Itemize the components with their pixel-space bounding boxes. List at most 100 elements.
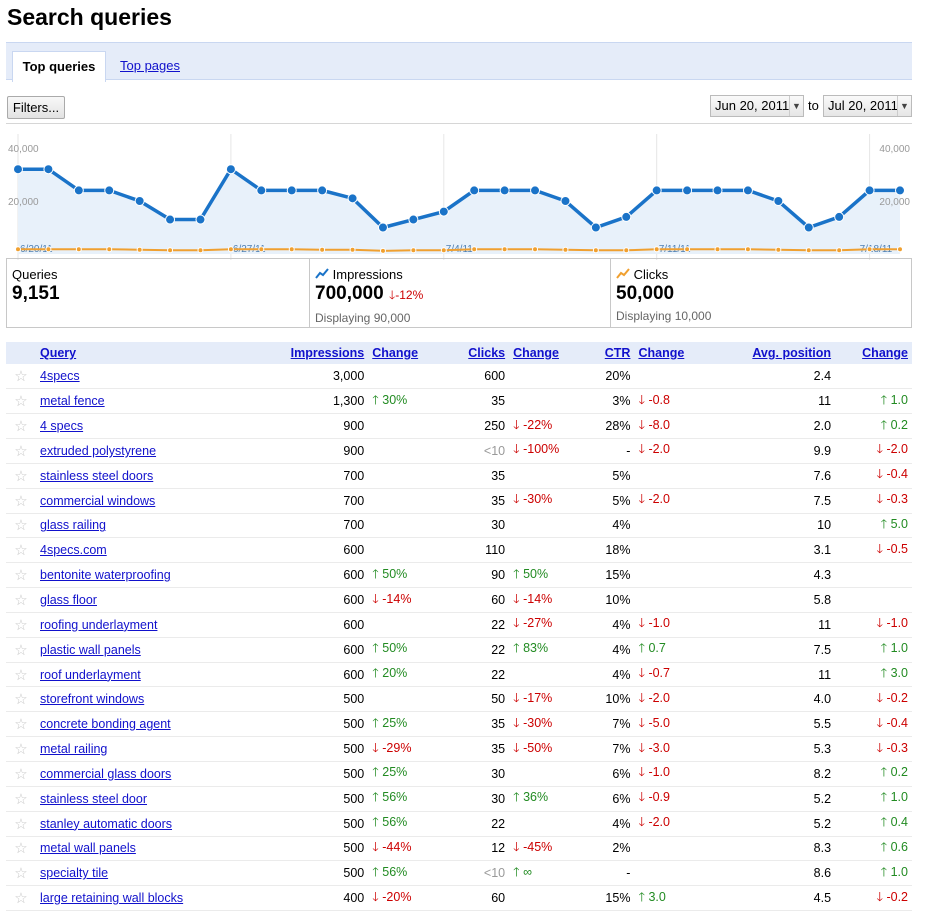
star-icon[interactable]: ☆ — [6, 438, 36, 464]
star-icon[interactable]: ☆ — [6, 488, 36, 514]
impressions-cell: 600 — [251, 562, 369, 589]
query-link[interactable]: stanley automatic doors — [40, 816, 173, 831]
impressions-change-cell-value: 56% — [382, 815, 408, 830]
star-icon[interactable]: ☆ — [6, 413, 36, 440]
arrow-up-icon: 🡑 — [372, 864, 383, 879]
clicks-point — [319, 246, 326, 253]
filters-button[interactable]: Filters... — [7, 96, 65, 119]
impressions-change-cell-value: 50% — [382, 566, 408, 581]
summary-impressions[interactable]: Impressions 700,000 🡓-12% Displaying 90,… — [309, 259, 610, 327]
impressions-column-header[interactable]: Impressions — [251, 342, 369, 364]
query-link[interactable]: stainless steel door — [40, 791, 148, 806]
query-link[interactable]: large retaining wall blocks — [40, 891, 184, 906]
table-row: ☆ metal wall panels 500 🡓 -44% 12 🡓 -45% 2% 8.3… — [6, 836, 912, 862]
star-icon[interactable]: ☆ — [6, 662, 36, 688]
clicks-label: Clicks — [633, 267, 669, 282]
query-link[interactable]: extruded polystyrene — [40, 443, 157, 458]
star-icon[interactable]: ☆ — [6, 786, 36, 812]
query-link[interactable]: metal railing — [40, 742, 108, 757]
star-icon[interactable]: ☆ — [6, 860, 36, 887]
query-link[interactable]: glass floor — [40, 593, 97, 608]
arrow-down-icon: 🡓 — [638, 442, 649, 457]
clicks-column-header[interactable]: Clicks — [445, 342, 510, 364]
query-link[interactable]: stainless steel doors — [40, 468, 154, 483]
query-link[interactable]: metal fence — [40, 394, 105, 409]
star-icon[interactable]: ☆ — [6, 364, 36, 390]
query-link[interactable]: 4specs.com — [40, 543, 107, 558]
star-icon[interactable]: ☆ — [6, 463, 36, 489]
clicks-cell: 35 — [445, 463, 510, 489]
arrow-up-icon: 🡑 — [513, 790, 524, 805]
star-icon[interactable]: ☆ — [6, 537, 36, 564]
query-link[interactable]: plastic wall panels — [40, 642, 141, 657]
position-change-column-header[interactable]: Change — [835, 342, 912, 364]
query-link[interactable]: 4specs — [40, 369, 80, 384]
star-icon[interactable]: ☆ — [6, 388, 36, 415]
impressions-point — [286, 185, 297, 196]
query-link[interactable]: commercial glass doors — [40, 766, 172, 781]
arrow-down-icon: 🡓 — [876, 541, 887, 556]
impressions-cell: 1,300 — [251, 388, 369, 415]
ctr-change-column-header[interactable]: Change — [634, 342, 712, 364]
query-link[interactable]: roof underlayment — [40, 667, 141, 682]
impressions-cell: 500 — [251, 836, 369, 862]
query-link[interactable]: metal wall panels — [40, 841, 136, 856]
clicks-cell: 90 — [445, 562, 510, 589]
query-link[interactable]: 4 specs — [40, 419, 84, 434]
table-row: ☆ storefront windows 500 50 🡓 -17% 10% 🡓 -2.0 4… — [6, 686, 912, 713]
star-icon[interactable]: ☆ — [6, 587, 36, 613]
arrow-down-icon: 🡓 — [876, 740, 887, 755]
star-icon[interactable]: ☆ — [6, 836, 36, 862]
query-column-header[interactable]: Query — [36, 342, 252, 364]
star-icon[interactable]: ☆ — [6, 711, 36, 738]
star-icon[interactable]: ☆ — [6, 562, 36, 589]
summary-clicks[interactable]: Clicks 50,000 Displaying 10,000 — [610, 259, 911, 327]
table-row: ☆ extruded polystyrene 900 <10 🡓 -100% - 🡓 -2.… — [6, 438, 912, 464]
query-link[interactable]: specialty tile — [40, 866, 109, 881]
star-icon[interactable]: ☆ — [6, 686, 36, 713]
star-icon[interactable]: ☆ — [6, 513, 36, 539]
star-icon[interactable]: ☆ — [6, 811, 36, 837]
clicks-point — [592, 247, 599, 254]
query-link[interactable]: glass railing — [40, 518, 107, 533]
arrow-up-icon: 🡑 — [638, 889, 649, 904]
impressions-change-cell-value: 56% — [382, 864, 408, 879]
clicks-change-column-header[interactable]: Change — [509, 342, 587, 364]
avg-position-cell: 7.5 — [711, 488, 836, 514]
ctr-change-cell: 🡓 -2.0 — [634, 488, 712, 514]
query-cell: glass railing — [36, 513, 252, 539]
date-from-select[interactable]: Jun 20, 2011 ▼ — [710, 95, 804, 117]
tab-top-queries[interactable]: Top queries — [12, 51, 106, 82]
position-change-cell: 🡓 -0.4 — [835, 463, 912, 489]
impressions-cell: 700 — [251, 488, 369, 514]
ctr-change-cell: 🡓 -2.0 — [634, 686, 712, 713]
query-link[interactable]: storefront windows — [40, 692, 145, 707]
query-link[interactable]: bentonite waterproofing — [40, 568, 171, 583]
query-link[interactable]: commercial windows — [40, 493, 156, 508]
table-row: ☆ metal fence 1,300 🡑 30% 35 3% 🡓 -0.8 11 🡑 1.0 — [6, 388, 912, 415]
star-icon[interactable]: ☆ — [6, 736, 36, 762]
tab-top-pages[interactable]: Top pages — [120, 58, 180, 73]
date-to-select[interactable]: Jul 20, 2011 ▼ — [823, 95, 912, 117]
ctr-cell: 10% — [586, 587, 635, 613]
ctr-change-cell-value: -8.0 — [648, 417, 670, 432]
ctr-cell: 2% — [586, 836, 635, 862]
impressions-change-column-header[interactable]: Change — [368, 342, 446, 364]
query-link[interactable]: concrete bonding agent — [40, 717, 171, 732]
impressions-point — [895, 185, 905, 196]
star-icon[interactable]: ☆ — [6, 612, 36, 638]
ctr-cell: - — [586, 438, 635, 464]
avg-position-cell: 4.3 — [711, 562, 836, 589]
query-link[interactable]: roofing underlayment — [40, 617, 158, 632]
clicks-change-cell: 🡑 50% — [509, 562, 587, 589]
impressions-change-cell: 🡑 25% — [368, 711, 446, 738]
ctr-column-header[interactable]: CTR — [586, 342, 635, 364]
avg-position-cell: 9.9 — [711, 438, 836, 464]
star-icon[interactable]: ☆ — [6, 637, 36, 663]
arrow-down-icon: 🡓 — [876, 690, 887, 705]
star-icon[interactable]: ☆ — [6, 761, 36, 787]
star-icon[interactable]: ☆ — [6, 885, 36, 912]
avg-position-column-header[interactable]: Avg. position — [711, 342, 836, 364]
ctr-cell: 28% — [586, 413, 635, 440]
arrow-up-icon: 🡑 — [880, 392, 891, 407]
